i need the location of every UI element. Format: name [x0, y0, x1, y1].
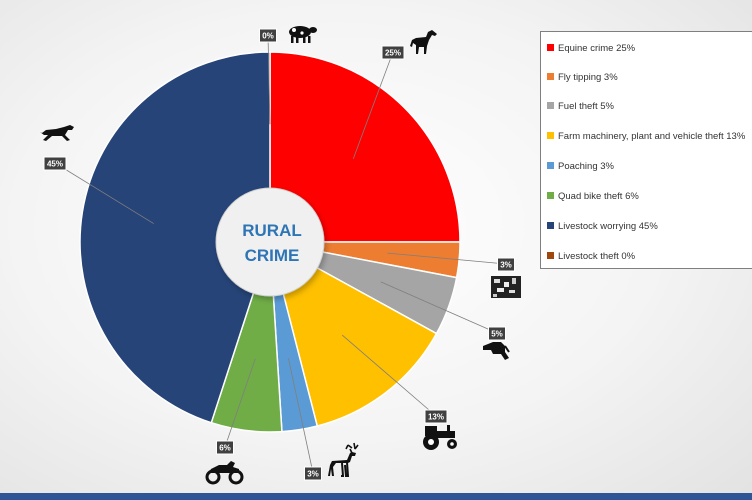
slice-equine-crime	[269, 51, 461, 243]
data-label-text: 25%	[385, 49, 401, 58]
legend-label: Poaching 3%	[558, 161, 614, 172]
data-label-fly-tipping: 3%	[497, 257, 515, 272]
chart-legend: Equine crime 25% Fly tipping 3% Fuel the…	[540, 31, 752, 269]
legend-label: Quad bike theft 6%	[558, 191, 639, 202]
rubbish-pile-icon	[491, 276, 521, 298]
leader-line-fly-tipping	[387, 252, 507, 265]
legend-swatch	[547, 192, 554, 199]
center-label-line-2: CRIME	[245, 246, 300, 265]
legend-label: Livestock theft 0%	[558, 251, 636, 262]
leader-line-livestock-worrying	[54, 162, 154, 224]
data-label-livestock-theft: 0%	[259, 28, 277, 43]
slice-livestock-worrying	[79, 51, 271, 424]
legend-label: Livestock worrying 45%	[558, 221, 658, 232]
leader-line-poaching	[288, 358, 314, 474]
legend-swatch	[547, 252, 554, 259]
running-dog-icon	[40, 125, 74, 141]
legend-item-fly-tipping: Fly tipping 3%	[547, 71, 618, 85]
data-label-text: 13%	[428, 413, 444, 422]
data-label-box	[497, 257, 515, 272]
tractor-icon	[423, 425, 457, 450]
legend-item-poaching: Poaching 3%	[547, 160, 614, 174]
data-label-box	[259, 28, 277, 43]
legend-item-quad-bike-theft: Quad bike theft 6%	[547, 190, 639, 204]
legend-item-fuel-theft: Fuel theft 5%	[547, 100, 614, 114]
legend-label: Fly tipping 3%	[558, 72, 618, 83]
data-label-farm-machinery-plant-and-vehicle-theft: 13%	[424, 409, 448, 424]
legend-item-farm-machinery: Farm machinery, plant and vehicle theft …	[547, 130, 745, 144]
leader-line-fuel-theft	[380, 281, 498, 334]
legend-swatch	[547, 44, 554, 51]
data-label-text: 45%	[47, 160, 63, 169]
legend-label: Farm machinery, plant and vehicle theft …	[558, 131, 746, 142]
data-labels: 25% 3% 5% 13% 3% 6% 45% 0%	[43, 28, 515, 481]
data-label-box	[381, 45, 405, 60]
data-label-quad-bike-theft: 6%	[216, 440, 234, 455]
center-hole	[215, 187, 325, 297]
center-label-line-1: RURAL	[242, 221, 302, 240]
data-label-text: 6%	[219, 444, 231, 453]
leader-line-farm-machinery-plant-and-vehicle-theft	[341, 334, 437, 417]
data-label-box	[216, 440, 234, 455]
data-label-text: 0%	[262, 32, 274, 41]
data-label-text: 3%	[307, 470, 319, 479]
data-label-equine-crime: 25%	[381, 45, 405, 60]
data-label-text: 3%	[500, 261, 512, 270]
legend-item-equine-crime: Equine crime 25%	[547, 42, 635, 56]
legend-swatch	[547, 73, 554, 80]
legend-swatch	[547, 132, 554, 139]
legend-swatch	[547, 102, 554, 109]
slice-icons	[40, 26, 521, 485]
legend-swatch	[547, 162, 554, 169]
data-label-livestock-worrying: 45%	[43, 156, 67, 171]
horse-icon	[410, 30, 437, 54]
leader-line-quad-bike-theft	[224, 358, 256, 448]
quad-bike-icon	[205, 461, 244, 485]
data-label-poaching: 3%	[304, 466, 322, 481]
legend-label: Equine crime 25%	[558, 43, 636, 54]
data-label-box	[424, 409, 448, 424]
legend-item-livestock-worrying: Livestock worrying 45%	[547, 220, 658, 234]
leader-line-livestock-theft	[267, 34, 271, 125]
legend-swatch	[547, 222, 554, 229]
data-label-box	[488, 326, 506, 341]
legend-label: Fuel theft 5%	[558, 101, 614, 112]
fuel-nozzle-icon	[483, 342, 510, 360]
leader-lines	[54, 34, 507, 474]
legend-item-livestock-theft: Livestock theft 0%	[547, 250, 635, 264]
data-label-fuel-theft: 5%	[488, 326, 506, 341]
deer-icon	[328, 442, 359, 477]
data-label-box	[43, 156, 67, 171]
bottom-accent-bar	[0, 493, 752, 500]
cow-icon	[289, 26, 317, 43]
data-label-box	[304, 466, 322, 481]
data-label-text: 5%	[491, 330, 503, 339]
leader-line-equine-crime	[352, 51, 394, 159]
